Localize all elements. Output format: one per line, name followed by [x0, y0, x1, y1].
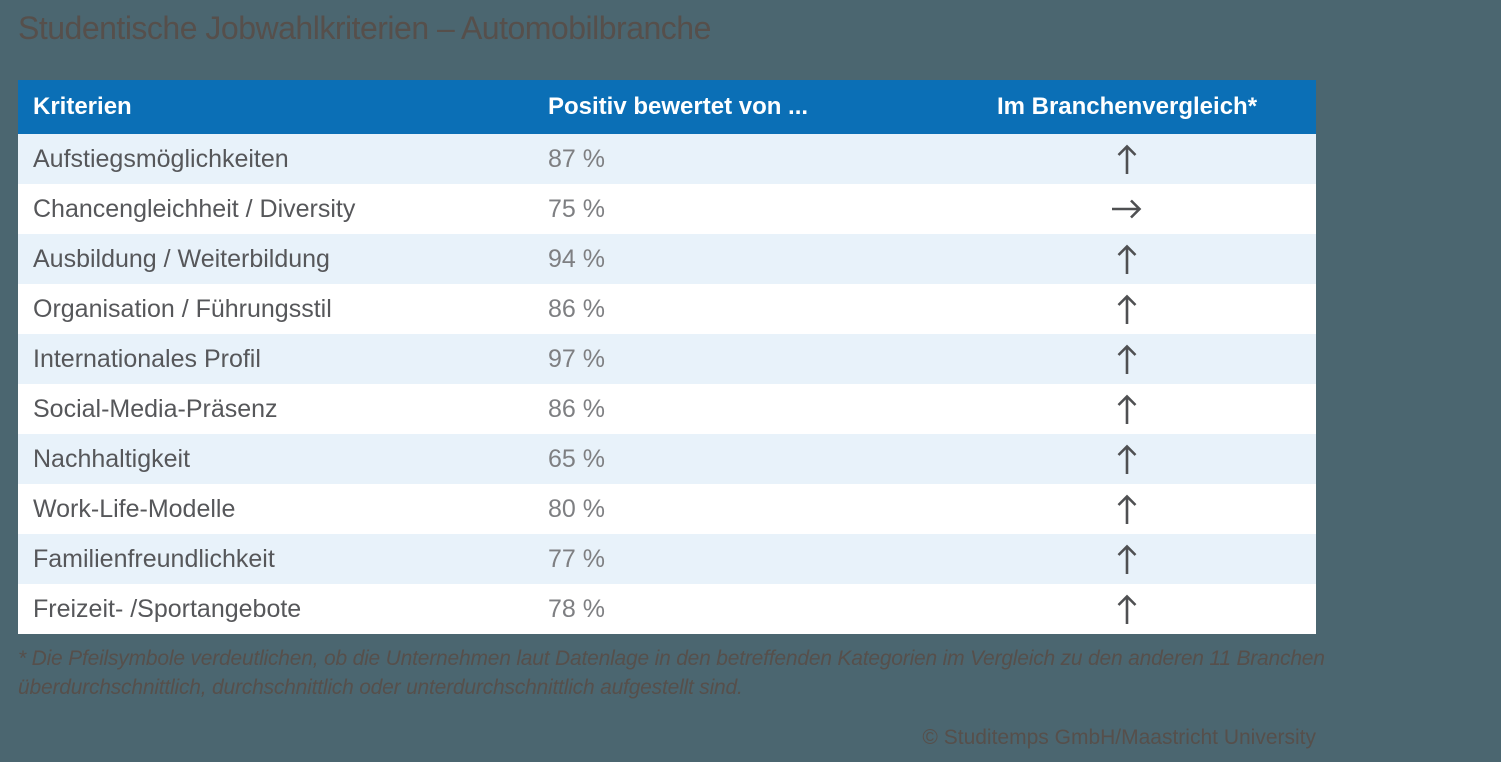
- table-row: Chancengleichheit / Diversity 75 %: [18, 184, 1316, 234]
- value-cell: 77 %: [548, 544, 605, 573]
- trend-cell: [938, 342, 1316, 376]
- value-cell: 80 %: [548, 494, 605, 523]
- value-cell: 65 %: [548, 444, 605, 473]
- value-cell: 75 %: [548, 194, 605, 223]
- table-row: Ausbildung / Weiterbildung 94 %: [18, 234, 1316, 284]
- criterion-cell: Chancengleichheit / Diversity: [33, 194, 356, 223]
- trend-arrow-icon: [1110, 292, 1144, 326]
- page-title: Studentische Jobwahlkriterien – Automobi…: [18, 10, 711, 46]
- value-cell: 86 %: [548, 394, 605, 423]
- table-row: Work-Life-Modelle 80 %: [18, 484, 1316, 534]
- header-criteria: Kriterien: [33, 93, 132, 120]
- trend-cell: [938, 442, 1316, 476]
- value-cell: 94 %: [548, 244, 605, 273]
- footnote-line1: * Die Pfeilsymbole verdeutlichen, ob die…: [18, 647, 1325, 670]
- trend-arrow-icon: [1110, 392, 1144, 426]
- criterion-cell: Aufstiegsmöglichkeiten: [33, 144, 289, 173]
- table-body: Aufstiegsmöglichkeiten 87 % Chancengleic…: [18, 134, 1316, 634]
- trend-cell: [938, 142, 1316, 176]
- criterion-cell: Internationales Profil: [33, 344, 261, 373]
- value-cell: 78 %: [548, 594, 605, 623]
- table-row: Aufstiegsmöglichkeiten 87 %: [18, 134, 1316, 184]
- trend-cell: [938, 542, 1316, 576]
- trend-arrow-icon: [1110, 342, 1144, 376]
- trend-arrow-icon: [1110, 492, 1144, 526]
- trend-arrow-icon: [1110, 542, 1144, 576]
- table-row: Social-Media-Präsenz 86 %: [18, 384, 1316, 434]
- value-cell: 87 %: [548, 144, 605, 173]
- criterion-cell: Organisation / Führungsstil: [33, 294, 332, 323]
- trend-cell: [938, 292, 1316, 326]
- trend-cell: [938, 592, 1316, 626]
- criterion-cell: Familienfreundlichkeit: [33, 544, 275, 573]
- value-cell: 86 %: [548, 294, 605, 323]
- table-header-row: Kriterien Positiv bewertet von ... Im Br…: [18, 80, 1316, 134]
- trend-cell: [938, 492, 1316, 526]
- footnote: * Die Pfeilsymbole verdeutlichen, ob die…: [18, 644, 1488, 702]
- trend-arrow-icon: [1110, 442, 1144, 476]
- trend-cell: [938, 392, 1316, 426]
- table-row: Familienfreundlichkeit 77 %: [18, 534, 1316, 584]
- value-cell: 97 %: [548, 344, 605, 373]
- trend-arrow-icon: [1110, 592, 1144, 626]
- footnote-line2: überdurchschnittlich, durchschnittlich o…: [18, 676, 743, 699]
- copyright: © Studitemps GmbH/Maastricht University: [922, 726, 1316, 749]
- criterion-cell: Work-Life-Modelle: [33, 494, 236, 523]
- criterion-cell: Nachhaltigkeit: [33, 444, 191, 473]
- table-row: Freizeit- /Sportangebote 78 %: [18, 584, 1316, 634]
- header-positive: Positiv bewertet von ...: [548, 93, 809, 120]
- table-row: Internationales Profil 97 %: [18, 334, 1316, 384]
- table-row: Nachhaltigkeit 65 %: [18, 434, 1316, 484]
- header-comparison: Im Branchenvergleich*: [996, 93, 1258, 120]
- table-row: Organisation / Führungsstil 86 %: [18, 284, 1316, 334]
- criterion-cell: Social-Media-Präsenz: [33, 394, 278, 423]
- trend-cell: [938, 192, 1316, 226]
- trend-arrow-icon: [1110, 192, 1144, 226]
- trend-arrow-icon: [1110, 242, 1144, 276]
- trend-cell: [938, 242, 1316, 276]
- criterion-cell: Freizeit- /Sportangebote: [33, 594, 302, 623]
- criteria-table: Kriterien Positiv bewertet von ... Im Br…: [18, 80, 1316, 634]
- trend-arrow-icon: [1110, 142, 1144, 176]
- criterion-cell: Ausbildung / Weiterbildung: [33, 244, 330, 273]
